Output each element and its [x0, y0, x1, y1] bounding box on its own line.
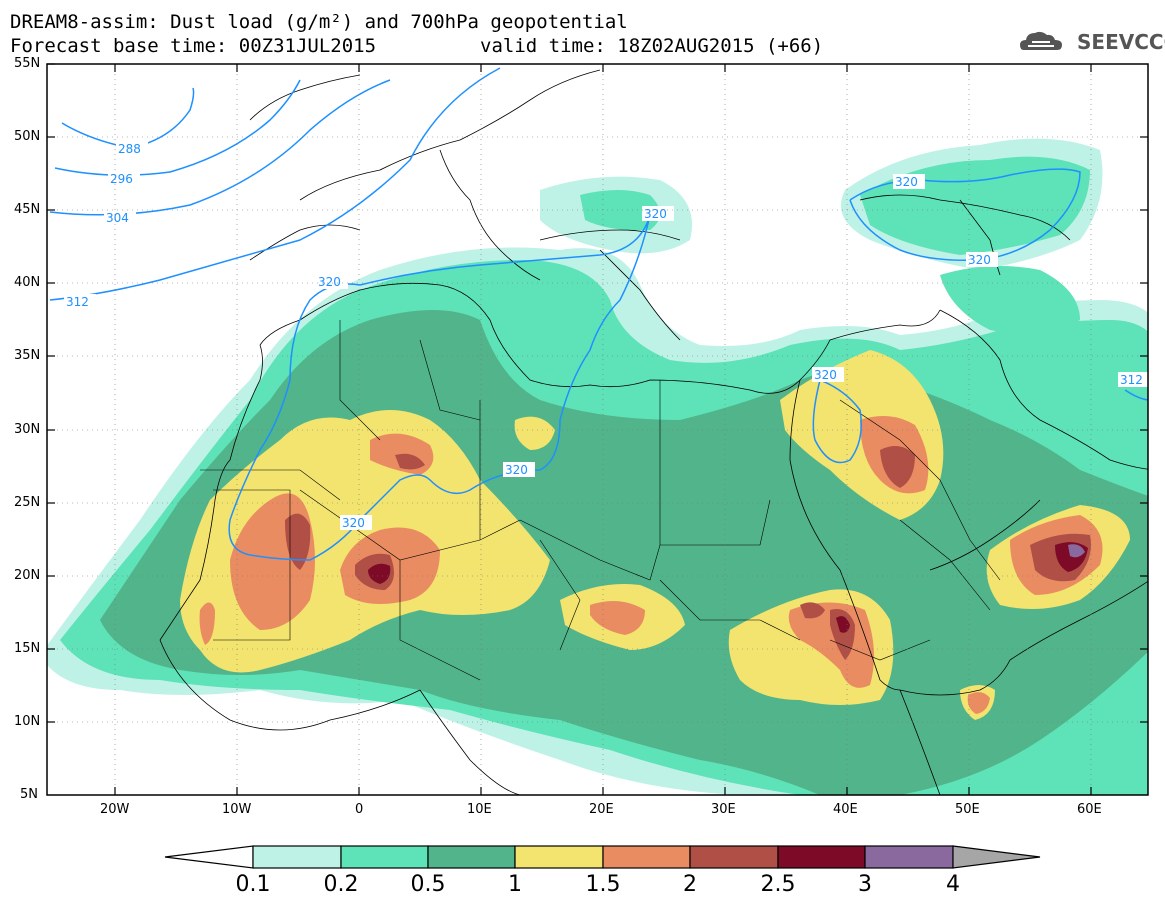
lon-label: 10W — [222, 802, 252, 817]
lon-label: 0 — [355, 802, 364, 817]
colorbar-label: 0.2 — [323, 872, 359, 897]
colorbar-bin — [252, 845, 342, 869]
coastlines — [159, 69, 1148, 795]
colorbar-label: 2 — [683, 872, 697, 897]
lon-label: 10E — [467, 802, 492, 817]
lon-label: 60E — [1077, 802, 1102, 817]
axis-ticks — [47, 63, 1148, 795]
lat-label: 30N — [14, 422, 41, 437]
colorbar-bin — [689, 845, 779, 869]
graticule — [47, 64, 1148, 795]
lat-label: 25N — [14, 495, 41, 510]
colorbar-label: 4 — [946, 872, 960, 897]
colorbar-bin — [427, 845, 516, 869]
colorbar-under-arrow — [164, 845, 254, 869]
lat-label: 20N — [14, 568, 41, 583]
contour-labels: 288 296 304 312 320 320 320 320 320 320 … — [64, 141, 1150, 530]
contour-label-312: 312 — [1120, 373, 1143, 387]
lat-label: 55N — [14, 56, 41, 71]
forecast-base-time: Forecast base time: 00Z31JUL2015 — [10, 35, 377, 57]
logo-text: SEEVCCC — [1077, 30, 1165, 54]
lon-label: 50E — [955, 802, 980, 817]
contour-label-288: 288 — [118, 142, 141, 156]
map-title: DREAM8-assim: Dust load (g/m²) and 700hP… — [10, 11, 628, 33]
contour-label-320: 320 — [895, 175, 918, 189]
contour-label-320: 320 — [505, 463, 528, 477]
lat-label: 50N — [14, 129, 41, 144]
lon-label: 40E — [833, 802, 858, 817]
colorbar-bin — [340, 845, 429, 869]
cloud-icon — [1020, 31, 1062, 50]
valid-time: valid time: 18Z02AUG2015 (+66) — [480, 35, 824, 57]
lat-label: 35N — [14, 348, 41, 363]
dust-field — [47, 138, 1148, 795]
colorbar-label: 0.5 — [410, 872, 446, 897]
lat-label: 5N — [20, 787, 38, 802]
country-borders — [200, 320, 1001, 681]
colorbar-bin — [864, 845, 954, 869]
lon-label: 20W — [100, 802, 130, 817]
contour-label-296: 296 — [110, 172, 133, 186]
colorbar-label: 3 — [858, 872, 872, 897]
contour-label-320: 320 — [968, 253, 991, 267]
lon-label: 30E — [711, 802, 736, 817]
contour-label-304: 304 — [106, 211, 129, 225]
contour-label-320: 320 — [318, 275, 341, 289]
lat-label: 10N — [14, 714, 41, 729]
lon-label: 20E — [589, 802, 614, 817]
colorbar — [164, 845, 1041, 869]
colorbar-bin — [514, 845, 604, 869]
colorbar-bin — [602, 845, 691, 869]
lat-label: 45N — [14, 202, 41, 217]
lat-label: 15N — [14, 641, 41, 656]
colorbar-label: 0.1 — [235, 872, 271, 897]
colorbar-bin — [777, 845, 866, 869]
contour-label-320: 320 — [644, 207, 667, 221]
colorbar-label: 2.5 — [760, 872, 796, 897]
contour-label-312: 312 — [66, 295, 89, 309]
contour-label-320: 320 — [814, 368, 837, 382]
colorbar-over-arrow — [952, 845, 1041, 869]
lat-label: 40N — [14, 275, 41, 290]
colorbar-label: 1.5 — [585, 872, 621, 897]
contour-label-320: 320 — [342, 516, 365, 530]
colorbar-label: 1 — [508, 872, 522, 897]
